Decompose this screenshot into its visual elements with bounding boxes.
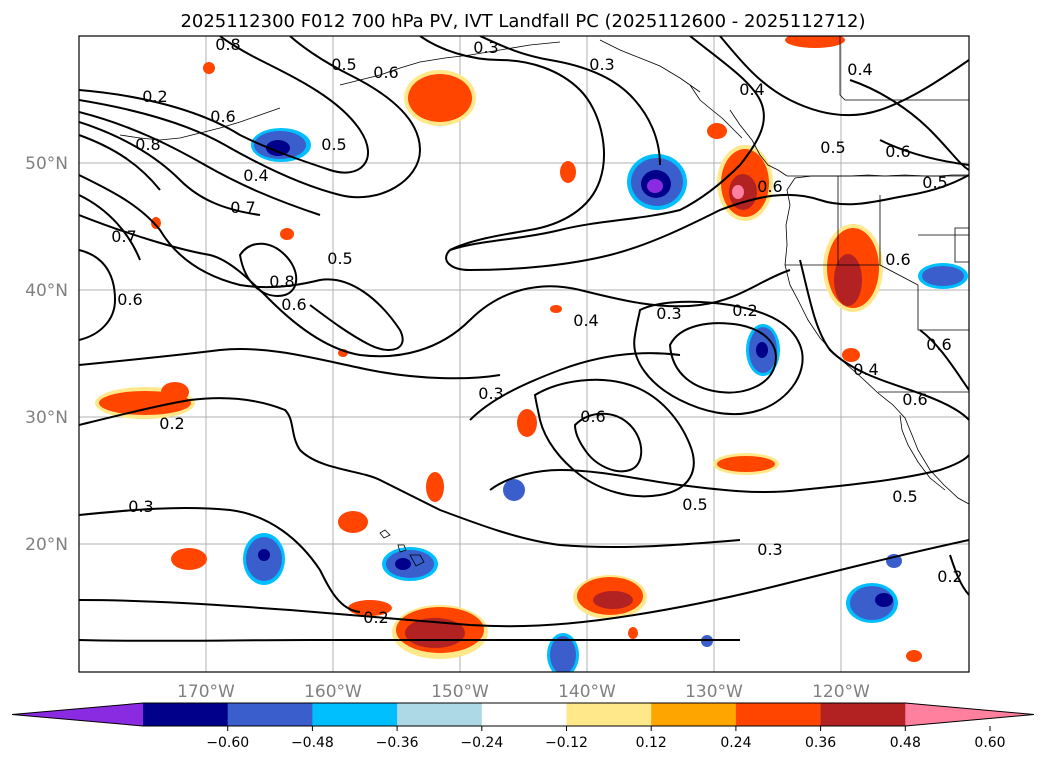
- contour-label: 0.6: [926, 335, 951, 354]
- contour-label: 0.5: [922, 173, 947, 192]
- colorbar-tick-label: −0.24: [460, 735, 503, 751]
- colorbar-tick-label: −0.60: [206, 735, 249, 751]
- lat-tick-label: 20°N: [25, 535, 68, 555]
- colorbar-segment: [651, 703, 737, 726]
- colorbar-tick-label: −0.36: [376, 735, 419, 751]
- positive-anomaly-blob: [95, 382, 195, 419]
- contour-label: 0.7: [111, 227, 136, 246]
- colorbar-extend-max: [905, 703, 1034, 726]
- contour-label: 0.4: [243, 166, 268, 185]
- colorbar-segment: [227, 703, 313, 726]
- lon-tick-label: 170°W: [177, 682, 235, 702]
- lon-tick-label: 140°W: [558, 682, 616, 702]
- contour-label: 0.6: [885, 250, 910, 269]
- colorbar-tick-label: −0.48: [291, 735, 334, 751]
- contour-label: 0.5: [327, 249, 352, 268]
- contour-label: 0.6: [373, 63, 398, 82]
- colorbar-segment: [481, 703, 567, 726]
- colorbar: −0.60 −0.48 −0.36 −0.24 −0.12 0.12 0.24 0.36 0.4…: [11, 702, 1035, 751]
- map-title: 2025112300 F012 700 hPa PV, IVT Landfall…: [180, 11, 865, 32]
- contour-label: 0.5: [820, 138, 845, 157]
- colorbar-segment: [143, 703, 229, 726]
- contour-label: 0.4: [573, 311, 598, 330]
- colorbar-segment: [735, 703, 822, 726]
- negative-anomaly-blob: [746, 324, 780, 376]
- lat-tick-label: 50°N: [25, 154, 68, 174]
- contour-label: 0.4: [853, 360, 878, 379]
- contour-label: 0.2: [732, 301, 757, 320]
- positive-anomaly-blob: [707, 123, 773, 221]
- latitude-labels: 50°N 40°N 30°N 20°N: [25, 154, 68, 555]
- colorbar-extend-min: [12, 703, 143, 726]
- lon-tick-label: 160°W: [304, 682, 362, 702]
- contour-label: 0.5: [321, 135, 346, 154]
- colorbar-segment: [566, 703, 652, 726]
- positive-anomaly-blob: [404, 36, 845, 126]
- lon-tick-label: 120°W: [812, 682, 870, 702]
- negative-anomaly-blob: [243, 533, 285, 585]
- contour-label: 0.6: [281, 295, 306, 314]
- contour-label: 0.4: [847, 60, 872, 79]
- contour-label: 0.6: [885, 142, 910, 161]
- negative-anomaly-blob: [251, 128, 311, 162]
- contour-label: 0.8: [269, 272, 294, 291]
- colorbar-outline: [11, 702, 1035, 727]
- colorbar-tick-label: 0.24: [720, 735, 751, 751]
- positive-anomaly-blob: [573, 575, 647, 639]
- contour-label: 0.2: [937, 567, 962, 586]
- contour-label: 0.5: [682, 495, 707, 514]
- positive-anomaly-blob: [713, 453, 779, 475]
- colorbar-segment: [820, 703, 906, 726]
- contour-label: 0.8: [135, 135, 160, 154]
- contour-label: 0.3: [757, 540, 782, 559]
- contour-label: 0.3: [656, 304, 681, 323]
- contour-label: 0.6: [210, 107, 235, 126]
- colorbar-tick-label: 0.12: [636, 735, 667, 751]
- contour-label: 0.6: [902, 390, 927, 409]
- colorbar-segment: [397, 703, 483, 726]
- political-borders: [785, 36, 969, 393]
- contour-label: 0.5: [892, 487, 917, 506]
- colorbar-segment: [312, 703, 398, 726]
- lat-tick-label: 40°N: [25, 281, 68, 301]
- longitude-labels: 170°W 160°W 150°W 140°W 130°W 120°W: [177, 682, 870, 702]
- contour-label: 0.6: [580, 407, 605, 426]
- contour-label: 0.3: [128, 497, 153, 516]
- negative-anomaly-blob: [382, 547, 438, 581]
- colorbar-tick-label: 0.60: [974, 735, 1005, 751]
- contour-label: 0.3: [478, 384, 503, 403]
- shaded-field: [95, 36, 968, 672]
- contour-labels: 0.2 0.8 0.5 0.7 0.8 0.6 0.3 0.3 0.6 0.4 …: [111, 35, 962, 627]
- negative-anomaly-blob: [846, 583, 898, 623]
- contour-label: 0.4: [739, 80, 764, 99]
- coastlines: [119, 39, 969, 567]
- contour-label: 0.6: [757, 177, 782, 196]
- contour-label: 0.7: [230, 198, 255, 217]
- lon-tick-label: 150°W: [431, 682, 489, 702]
- contour-label: 0.2: [363, 608, 388, 627]
- negative-anomaly-blob: [627, 154, 687, 210]
- map-panel: 0.2 0.8 0.5 0.7 0.8 0.6 0.3 0.3 0.6 0.4 …: [79, 35, 969, 672]
- colorbar-tick-label: 0.48: [890, 735, 921, 751]
- contour-label: 0.8: [215, 35, 240, 54]
- contour-label: 0.5: [331, 55, 356, 74]
- lat-tick-label: 30°N: [25, 408, 68, 428]
- positive-anomaly-blob: [151, 62, 922, 662]
- lon-tick-label: 130°W: [685, 682, 743, 702]
- colorbar-tick-label: −0.12: [545, 735, 588, 751]
- contour-label: 0.6: [117, 290, 142, 309]
- colorbar-tick-label: 0.36: [805, 735, 836, 751]
- contour-label: 0.3: [589, 55, 614, 74]
- contour-label: 0.2: [142, 87, 167, 106]
- contour-label: 0.3: [473, 38, 498, 57]
- pv-contours: [79, 36, 969, 642]
- map-frame: [78, 35, 970, 673]
- negative-anomaly-blob: [503, 263, 968, 672]
- contour-label: 0.2: [159, 414, 184, 433]
